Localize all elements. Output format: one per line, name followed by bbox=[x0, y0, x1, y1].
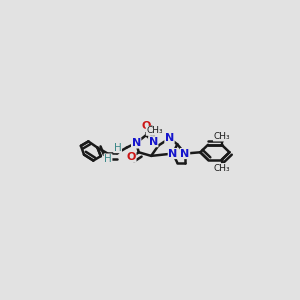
Text: O: O bbox=[141, 122, 151, 131]
Text: N: N bbox=[148, 137, 158, 147]
Text: H: H bbox=[114, 142, 122, 153]
Text: O: O bbox=[127, 152, 136, 162]
Text: CH₃: CH₃ bbox=[213, 132, 230, 141]
Text: N: N bbox=[180, 148, 190, 159]
Text: CH₃: CH₃ bbox=[146, 126, 163, 135]
Text: N: N bbox=[168, 148, 178, 159]
Text: N: N bbox=[165, 133, 174, 143]
Text: N: N bbox=[132, 138, 141, 148]
Text: H: H bbox=[104, 154, 112, 164]
Text: CH₃: CH₃ bbox=[213, 164, 230, 172]
